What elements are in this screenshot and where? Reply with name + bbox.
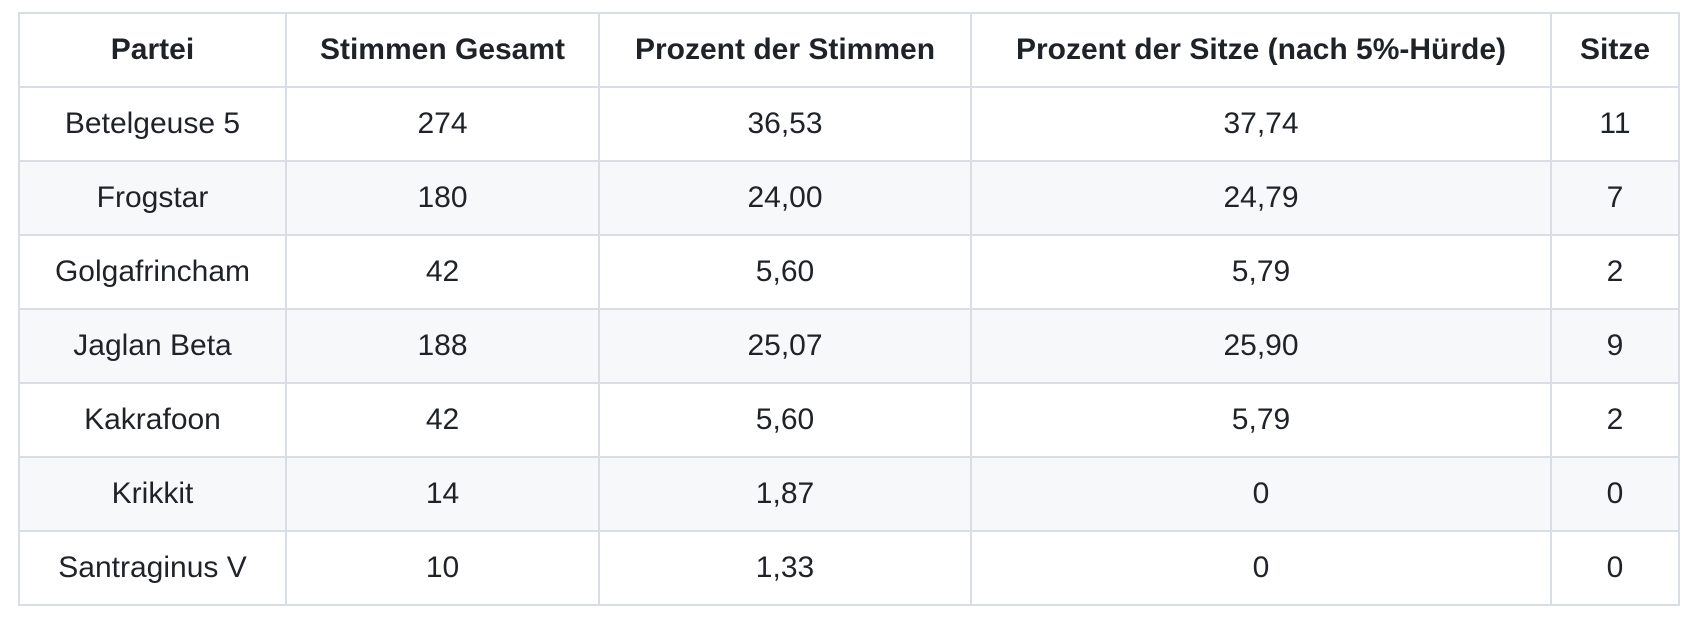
cell-stimmen-gesamt: 180 bbox=[285, 160, 600, 236]
cell-prozent-der-stimmen: 1,87 bbox=[598, 456, 972, 532]
cell-prozent-der-stimmen: 25,07 bbox=[598, 308, 972, 384]
column-header-stimmen-gesamt: Stimmen Gesamt bbox=[285, 12, 600, 88]
cell-prozent-der-stimmen: 36,53 bbox=[598, 86, 972, 162]
election-results-table: Partei Stimmen Gesamt Prozent der Stimme… bbox=[18, 12, 1680, 606]
cell-prozent-der-sitze: 0 bbox=[970, 456, 1552, 532]
cell-sitze: 7 bbox=[1550, 160, 1680, 236]
cell-stimmen-gesamt: 10 bbox=[285, 530, 600, 606]
cell-stimmen-gesamt: 274 bbox=[285, 86, 600, 162]
table-row: Golgafrincham 42 5,60 5,79 2 bbox=[18, 234, 1680, 310]
cell-stimmen-gesamt: 42 bbox=[285, 382, 600, 458]
cell-prozent-der-stimmen: 24,00 bbox=[598, 160, 972, 236]
table-row: Krikkit 14 1,87 0 0 bbox=[18, 456, 1680, 532]
cell-prozent-der-stimmen: 5,60 bbox=[598, 382, 972, 458]
cell-sitze: 2 bbox=[1550, 382, 1680, 458]
cell-prozent-der-stimmen: 5,60 bbox=[598, 234, 972, 310]
cell-prozent-der-stimmen: 1,33 bbox=[598, 530, 972, 606]
cell-prozent-der-sitze: 5,79 bbox=[970, 382, 1552, 458]
cell-partei: Santraginus V bbox=[18, 530, 287, 606]
cell-partei: Frogstar bbox=[18, 160, 287, 236]
cell-partei: Krikkit bbox=[18, 456, 287, 532]
cell-sitze: 11 bbox=[1550, 86, 1680, 162]
column-header-prozent-der-stimmen: Prozent der Stimmen bbox=[598, 12, 972, 88]
table-row: Santraginus V 10 1,33 0 0 bbox=[18, 530, 1680, 606]
column-header-prozent-der-sitze: Prozent der Sitze (nach 5%-Hürde) bbox=[970, 12, 1552, 88]
column-header-partei: Partei bbox=[18, 12, 287, 88]
cell-stimmen-gesamt: 42 bbox=[285, 234, 600, 310]
cell-sitze: 2 bbox=[1550, 234, 1680, 310]
cell-prozent-der-sitze: 37,74 bbox=[970, 86, 1552, 162]
cell-partei: Golgafrincham bbox=[18, 234, 287, 310]
cell-partei: Betelgeuse 5 bbox=[18, 86, 287, 162]
table-row: Frogstar 180 24,00 24,79 7 bbox=[18, 160, 1680, 236]
cell-sitze: 0 bbox=[1550, 456, 1680, 532]
cell-sitze: 0 bbox=[1550, 530, 1680, 606]
cell-prozent-der-sitze: 0 bbox=[970, 530, 1552, 606]
column-header-sitze: Sitze bbox=[1550, 12, 1680, 88]
table-row: Kakrafoon 42 5,60 5,79 2 bbox=[18, 382, 1680, 458]
cell-prozent-der-sitze: 25,90 bbox=[970, 308, 1552, 384]
table-row: Jaglan Beta 188 25,07 25,90 9 bbox=[18, 308, 1680, 384]
cell-sitze: 9 bbox=[1550, 308, 1680, 384]
cell-prozent-der-sitze: 24,79 bbox=[970, 160, 1552, 236]
header-row: Partei Stimmen Gesamt Prozent der Stimme… bbox=[18, 12, 1680, 88]
cell-stimmen-gesamt: 14 bbox=[285, 456, 600, 532]
cell-partei: Kakrafoon bbox=[18, 382, 287, 458]
cell-prozent-der-sitze: 5,79 bbox=[970, 234, 1552, 310]
cell-partei: Jaglan Beta bbox=[18, 308, 287, 384]
cell-stimmen-gesamt: 188 bbox=[285, 308, 600, 384]
table-row: Betelgeuse 5 274 36,53 37,74 11 bbox=[18, 86, 1680, 162]
